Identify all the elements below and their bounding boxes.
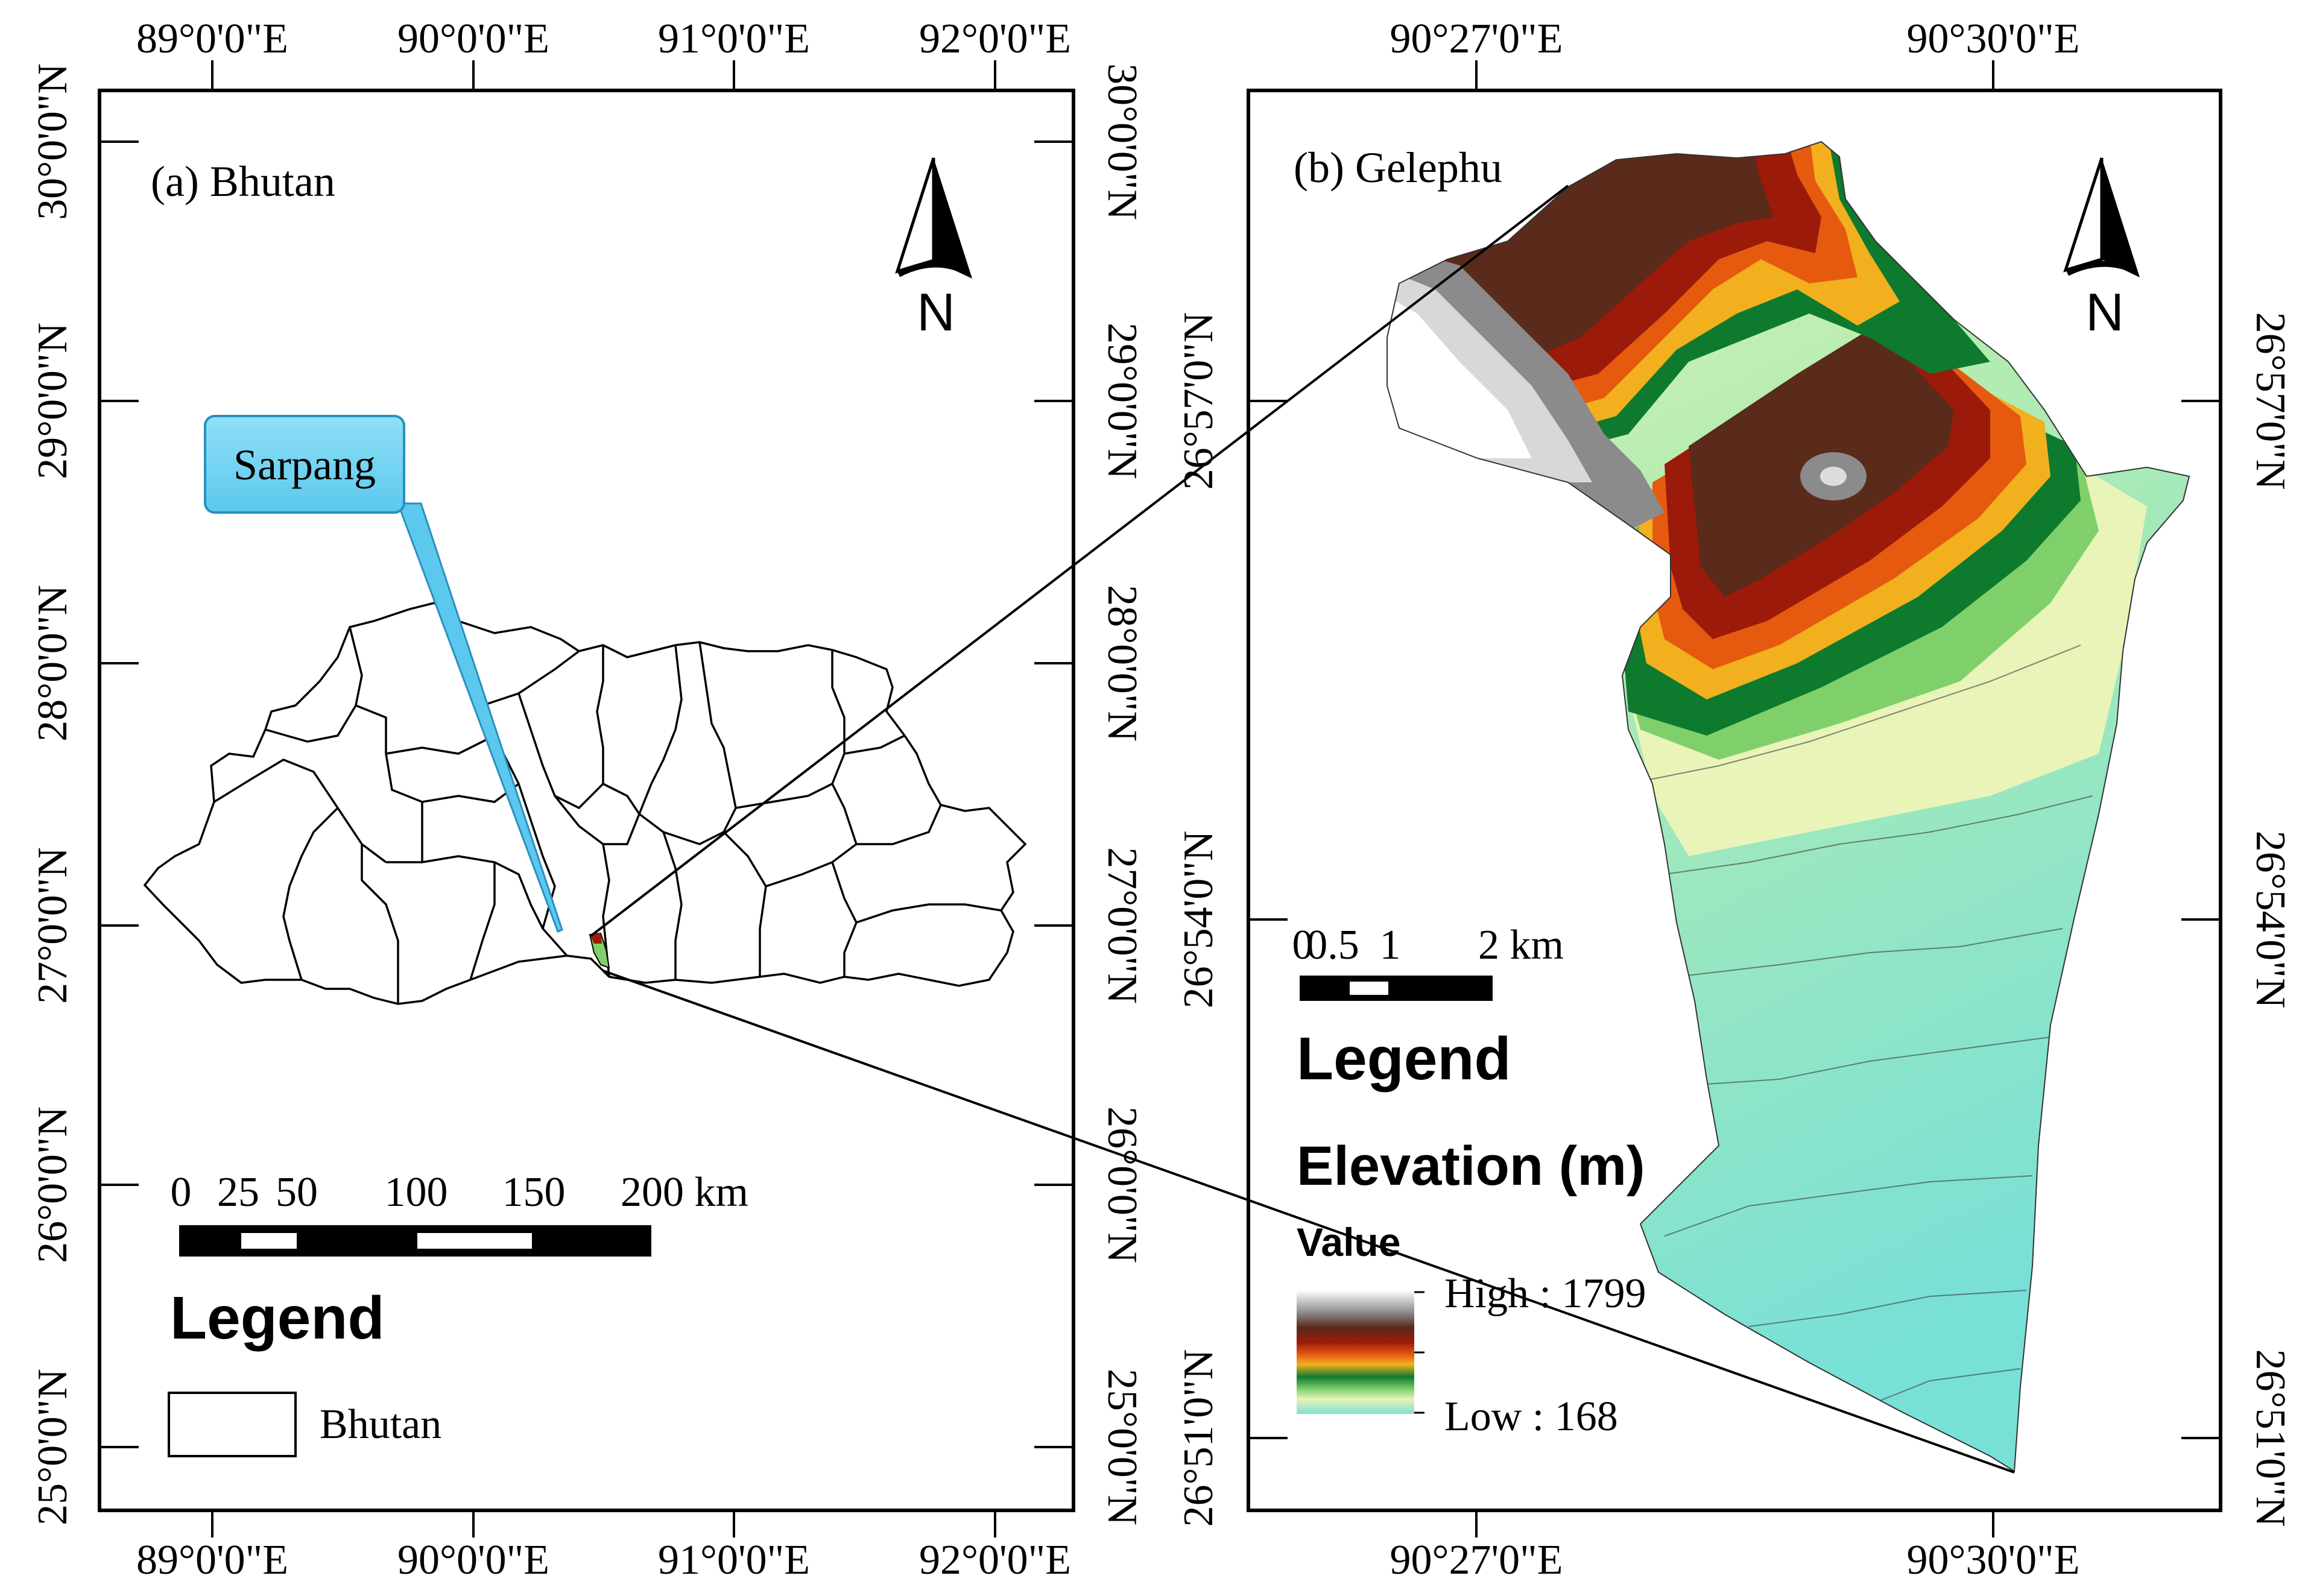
legend-low-label: Low : 168	[1444, 1393, 1618, 1440]
tick-label: 26°54'0"N	[1175, 831, 1222, 1009]
panel-a-right-y-ticks: 30°0'0"N 29°0'0"N 28°0'0"N 27°0'0"N 26°0…	[1099, 63, 1145, 1525]
legend-title: Legend	[170, 1284, 385, 1352]
tick-label: 26°54'0"N	[2247, 831, 2294, 1009]
tick-label: 28°0'0"N	[30, 585, 76, 742]
ramp-ticks	[1414, 1291, 1424, 1414]
tick-label: 90°0'0"E	[397, 1537, 549, 1583]
district-boundary	[856, 903, 1002, 924]
connector-line-top	[590, 185, 1569, 937]
north-label: N	[2085, 282, 2124, 342]
panel-a-title: (a) Bhutan	[151, 157, 335, 206]
scale-label: 1	[1380, 922, 1401, 968]
tick-label: 26°57'0"N	[1175, 312, 1222, 490]
elevation-color-ramp	[1297, 1290, 1414, 1414]
district-boundary	[469, 862, 496, 980]
panel-b-tick-marks	[1248, 60, 2221, 1538]
district-boundary	[385, 734, 495, 755]
tick-label: 25°0'0"N	[1099, 1369, 1145, 1525]
tick-label: 29°0'0"N	[30, 323, 76, 479]
district-boundary	[554, 645, 683, 845]
panel-b-top-x-ticks: 90°27'0"E 90°30'0"E	[1390, 16, 2080, 62]
tick-label: 26°0'0"N	[30, 1106, 76, 1263]
panel-a: 89°0'0"E 90°0'0"E 91°0'0"E 92°0'0"E 89°0…	[30, 16, 1145, 1583]
panel-b: 90°27'0"E 90°30'0"E 90°27'0"E 90°30'0"E …	[1175, 16, 2294, 1583]
tick-label: 92°0'0"E	[919, 16, 1071, 62]
panel-b-bottom-x-ticks: 90°27'0"E 90°30'0"E	[1390, 1537, 2080, 1583]
tick-label: 90°30'0"E	[1907, 16, 2080, 62]
district-boundary	[844, 734, 905, 755]
panel-b-right-y-ticks: 26°57'0"N 26°54'0"N 26°51'0"N	[2247, 312, 2294, 1527]
scale-label: 200 km	[621, 1169, 748, 1216]
callout-label: Sarpang	[233, 441, 376, 489]
sarpang-callout: Sarpang	[204, 415, 563, 933]
panel-a-left-y-ticks: 30°0'0"N 29°0'0"N 28°0'0"N 27°0'0"N 26°0…	[30, 63, 76, 1525]
north-arrow-icon: N	[895, 157, 972, 342]
tick-label: 91°0'0"E	[658, 16, 810, 62]
tick-label: 27°0'0"N	[30, 847, 76, 1004]
tick-label: 26°51'0"N	[2247, 1349, 2294, 1527]
tick-label: 30°0'0"N	[30, 63, 76, 220]
tick-label: 27°0'0"N	[1099, 847, 1145, 1004]
legend-item-label: Bhutan	[320, 1401, 441, 1448]
legend-high-label: High : 1799	[1444, 1270, 1646, 1317]
bhutan-outline	[143, 602, 1027, 1005]
district-boundary	[765, 783, 858, 888]
legend-swatch	[168, 1392, 297, 1457]
district-boundary	[386, 855, 568, 957]
district-boundary	[361, 844, 399, 1004]
panel-b-title: (b) Gelephu	[1294, 144, 1502, 192]
district-boundary	[517, 645, 604, 810]
legend-title: Legend	[1297, 1025, 1511, 1093]
scale-label: 150	[502, 1169, 566, 1216]
north-label: N	[917, 282, 955, 342]
tick-label: 28°0'0"N	[1099, 585, 1145, 742]
tick-label: 90°0'0"E	[397, 16, 549, 62]
panel-a-bottom-x-ticks: 89°0'0"E 90°0'0"E 91°0'0"E 92°0'0"E	[136, 1537, 1071, 1583]
connector-line-bottom	[602, 970, 2015, 1474]
legend-value-label: Value	[1297, 1220, 1400, 1264]
tick-label: 92°0'0"E	[919, 1537, 1071, 1583]
panel-b-left-y-ticks: 26°57'0"N 26°54'0"N 26°51'0"N	[1175, 312, 1222, 1527]
scale-label: 0	[1292, 922, 1314, 968]
district-boundary	[282, 807, 339, 980]
district-boundary	[662, 831, 683, 980]
district-boundary	[602, 783, 640, 815]
scale-label: 0	[171, 1169, 192, 1216]
scale-label: 25	[217, 1169, 259, 1216]
scale-label: 100	[385, 1169, 448, 1216]
tick-label: 89°0'0"E	[136, 1537, 288, 1583]
tick-label: 90°27'0"E	[1390, 1537, 1563, 1583]
tick-label: 26°57'0"N	[2247, 312, 2294, 490]
tick-label: 90°30'0"E	[1907, 1537, 2080, 1583]
district-boundary	[602, 844, 610, 977]
tick-label: 30°0'0"N	[1099, 63, 1145, 220]
north-arrow-icon: N	[2063, 157, 2140, 342]
tick-label: 26°51'0"N	[1175, 1349, 1222, 1527]
tick-label: 89°0'0"E	[136, 16, 288, 62]
district-boundary	[265, 626, 363, 743]
scale-bar: 0 0.5 1 2 km	[1292, 922, 1564, 1001]
tick-label: 26°0'0"N	[1099, 1106, 1145, 1263]
scale-label: 0.5	[1306, 922, 1359, 968]
tick-label: 25°0'0"N	[30, 1369, 76, 1525]
panel-a-tick-marks	[100, 60, 1073, 1538]
tick-label: 90°27'0"E	[1390, 16, 1563, 62]
scale-label: 2 km	[1478, 922, 1564, 968]
scale-label: 50	[276, 1169, 318, 1216]
district-boundary	[482, 650, 580, 707]
inset-connector-lines	[590, 185, 2015, 1474]
panel-a-top-x-ticks: 89°0'0"E 90°0'0"E 91°0'0"E 92°0'0"E	[136, 16, 1071, 62]
gelephu-marker	[589, 932, 610, 969]
tick-label: 91°0'0"E	[658, 1537, 810, 1583]
district-boundary	[735, 650, 846, 809]
tick-label: 29°0'0"N	[1099, 323, 1145, 479]
scale-bar: 0 25 50 100 150 200 km	[171, 1169, 748, 1257]
legend-subtitle: Elevation (m)	[1297, 1135, 1645, 1197]
district-boundary	[856, 804, 942, 845]
